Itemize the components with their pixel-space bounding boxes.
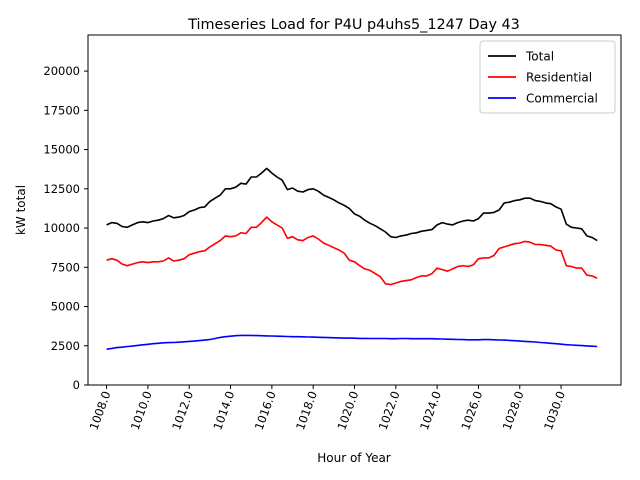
x-axis-label: Hour of Year xyxy=(317,451,391,465)
x-tick-label: 1026.0 xyxy=(458,389,485,432)
chart-title: Timeseries Load for P4U p4uhs5_1247 Day … xyxy=(187,17,520,33)
legend-box xyxy=(479,40,616,114)
plot-lines xyxy=(106,167,598,350)
x-tick-label: 1030.0 xyxy=(541,389,568,432)
y-tick-label: 15000 xyxy=(43,143,80,157)
y-axis: 0 2500 5000 7500 10000 12500 15000 17500 20000 xyxy=(43,64,88,392)
y-tick-label: 17500 xyxy=(43,103,80,117)
series-line-total xyxy=(106,167,598,242)
y-tick-label: 10000 xyxy=(43,221,80,235)
legend-label-residential: Residential xyxy=(526,71,592,85)
series-line-commercial xyxy=(106,334,598,350)
y-tick-label: 2500 xyxy=(51,339,80,353)
legend-label-total: Total xyxy=(525,50,554,64)
x-axis: 1008.0 1010.0 1012.0 1014.0 1016.0 1018.0 1020… xyxy=(86,385,568,432)
x-tick-label: 1016.0 xyxy=(252,389,279,432)
x-tick-label: 1022.0 xyxy=(376,389,403,432)
y-tick-label: 12500 xyxy=(43,182,80,196)
y-tick-label: 5000 xyxy=(51,300,80,314)
x-tick-label: 1020.0 xyxy=(334,389,361,432)
y-tick-label: 7500 xyxy=(51,260,80,274)
legend: Total Residential Commercial xyxy=(479,40,616,114)
y-axis-label: kW total xyxy=(14,185,28,235)
x-tick-label: 1008.0 xyxy=(86,389,113,432)
x-tick-label: 1018.0 xyxy=(293,389,320,432)
y-tick-label: 0 xyxy=(73,378,80,392)
x-tick-label: 1012.0 xyxy=(169,389,196,432)
x-tick-label: 1010.0 xyxy=(128,389,155,432)
legend-label-commercial: Commercial xyxy=(526,92,598,106)
series-line-residential xyxy=(106,216,598,286)
y-tick-label: 20000 xyxy=(43,64,80,78)
x-tick-label: 1028.0 xyxy=(500,389,527,432)
x-tick-label: 1014.0 xyxy=(210,389,237,432)
x-tick-label: 1024.0 xyxy=(417,389,444,432)
